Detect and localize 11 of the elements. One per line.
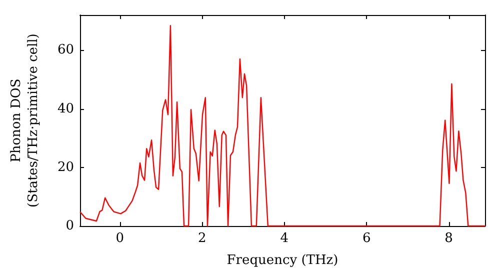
y-tick-label: 0 (66, 218, 74, 234)
x-tick-label: 2 (198, 231, 206, 246)
x-tick-label: 4 (280, 231, 288, 246)
y-tick-label: 20 (57, 160, 74, 175)
y-tick-label: 60 (57, 42, 74, 58)
y-axis-title: Phonon DOS (States/THz·primitive cell) (9, 33, 41, 208)
x-axis-title: Frequency (THz) (226, 253, 338, 268)
x-tick-label: 0 (116, 231, 124, 246)
y-tick-label: 40 (57, 101, 74, 116)
x-tick-label: 8 (444, 231, 453, 246)
x-tick-label: 6 (362, 231, 371, 246)
